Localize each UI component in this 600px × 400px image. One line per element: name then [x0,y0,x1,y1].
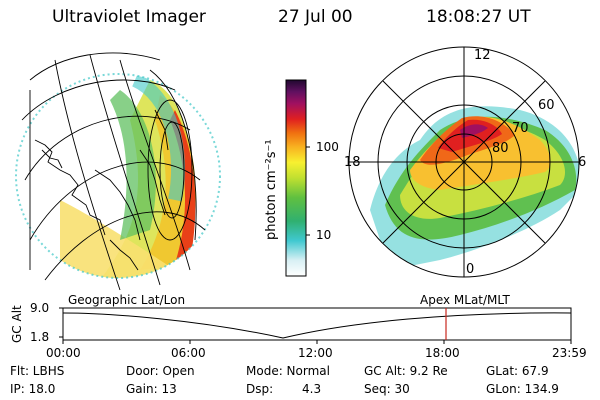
polar-mlt-12: 12 [474,48,491,63]
observation-date: 27 Jul 00 [278,7,353,27]
colorbar [285,79,310,277]
observation-time: 18:08:27 UT [426,7,531,27]
timeline-right-title: Apex MLat/MLT [420,293,510,307]
geographic-image [15,52,221,291]
timeline-x-tick-2359: 23:59 [552,346,587,360]
polar-mlt-18: 18 [344,155,361,170]
info-gc-alt: GC Alt: 9.2 Re [364,364,448,378]
polar-image [348,46,580,278]
colorbar-tick-100: 100 [316,140,339,154]
info-mode: Mode: Normal [246,364,330,378]
timeline-plot [59,307,572,344]
colorbar-tick-10: 10 [316,228,332,242]
info-dsp-label: Dsp: [246,382,274,396]
info-glat: GLat: 67.9 [486,364,549,378]
info-seq: Seq: 30 [364,382,410,396]
timeline-x-tick-0000: 00:00 [46,346,81,360]
timeline-x-tick-1200: 12:00 [298,346,333,360]
colorbar-label: photon cm⁻²s⁻¹ [264,139,279,240]
timeline-y-label: GC Alt [10,305,24,343]
info-ip: IP: 18.0 [10,382,56,396]
polar-mlt-6: 6 [578,155,587,170]
info-door: Door: Open [126,364,195,378]
polar-mlt-0: 0 [466,262,475,277]
info-dsp-value: 4.3 [302,382,322,396]
polar-lat-60: 60 [538,98,555,113]
polar-lat-70: 70 [512,121,529,136]
timeline-left-title: Geographic Lat/Lon [68,293,186,307]
timeline-y-tick-top: 9.0 [30,301,50,315]
timeline-y-tick-bottom: 1.8 [30,330,50,344]
timeline-x-tick-0600: 06:00 [171,346,206,360]
info-gain: Gain: 13 [126,382,177,396]
polar-lat-80: 80 [492,141,509,156]
imager-title: Ultraviolet Imager [52,7,206,27]
info-flt: Flt: LBHS [10,364,65,378]
info-glon: GLon: 134.9 [486,382,559,396]
timeline-x-tick-1800: 18:00 [425,346,460,360]
